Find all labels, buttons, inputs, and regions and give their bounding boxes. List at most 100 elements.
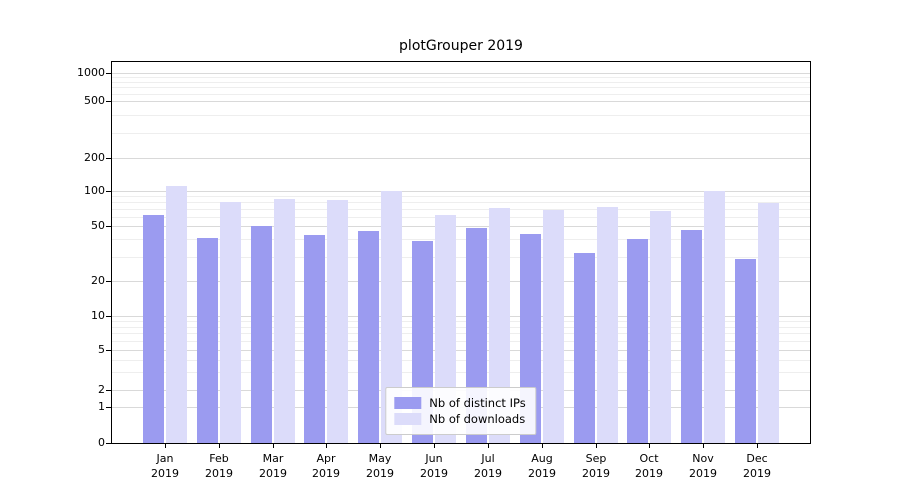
gridline <box>112 327 810 328</box>
y-tick-label: 5 <box>98 343 105 356</box>
y-tick-mark <box>106 73 111 74</box>
y-tick-label: 2 <box>98 383 105 396</box>
x-tick-mark <box>703 444 704 448</box>
y-tick-mark <box>106 390 111 391</box>
plot-area: Nb of distinct IPs Nb of downloads <box>111 61 811 444</box>
y-tick-mark <box>106 350 111 351</box>
bar-downloads <box>166 186 187 443</box>
bar-distinct-ips <box>681 230 702 443</box>
legend-swatch-downloads-icon <box>394 413 422 425</box>
gridline <box>112 202 810 203</box>
x-tick-mark <box>219 444 220 448</box>
x-tick-label: Sep 2019 <box>582 452 610 480</box>
gridline <box>112 82 810 83</box>
bar-downloads <box>597 207 618 443</box>
x-tick-label: Nov 2019 <box>689 452 717 480</box>
x-tick-label: Jan 2019 <box>151 452 179 480</box>
legend-label-downloads: Nb of downloads <box>429 412 526 426</box>
x-tick-mark <box>649 444 650 448</box>
y-tick-label: 20 <box>91 274 105 287</box>
gridline <box>112 158 810 159</box>
bar-downloads <box>489 208 510 443</box>
x-tick-label: May 2019 <box>366 452 394 480</box>
y-tick-mark <box>106 101 111 102</box>
y-tick-label: 10 <box>91 309 105 322</box>
x-tick-label: Mar 2019 <box>259 452 287 480</box>
y-tick-label: 100 <box>84 184 105 197</box>
gridline <box>112 209 810 210</box>
gridline <box>112 191 810 192</box>
gridline <box>112 226 810 227</box>
y-tick-label: 0 <box>98 436 105 449</box>
gridline <box>112 73 810 74</box>
y-tick-label: 1 <box>98 400 105 413</box>
bar-downloads <box>650 211 671 443</box>
legend-label-distinct-ips: Nb of distinct IPs <box>429 396 526 410</box>
x-tick-mark <box>273 444 274 448</box>
x-tick-mark <box>757 444 758 448</box>
bar-distinct-ips <box>251 226 272 443</box>
bar-downloads <box>274 199 295 443</box>
gridline <box>112 372 810 373</box>
legend-item-distinct-ips: Nb of distinct IPs <box>394 396 526 410</box>
bar-distinct-ips <box>735 259 756 443</box>
gridline <box>112 333 810 334</box>
bar-distinct-ips <box>627 239 648 443</box>
gridline <box>112 94 810 95</box>
gridline <box>112 257 810 258</box>
y-tick-mark <box>106 191 111 192</box>
gridline <box>112 115 810 116</box>
bar-downloads <box>704 191 725 443</box>
y-tick-mark <box>106 316 111 317</box>
x-tick-mark <box>326 444 327 448</box>
legend-swatch-distinct-ips-icon <box>394 397 422 409</box>
gridline <box>112 316 810 317</box>
x-tick-mark <box>542 444 543 448</box>
y-tick-label: 500 <box>84 94 105 107</box>
gridline <box>112 77 810 78</box>
y-tick-mark <box>106 407 111 408</box>
bar-downloads <box>327 200 348 443</box>
y-tick-label: 1000 <box>77 66 105 79</box>
gridline <box>112 239 810 240</box>
x-tick-mark <box>488 444 489 448</box>
gridline <box>112 360 810 361</box>
chart-title: plotGrouper 2019 <box>399 38 523 54</box>
bar-downloads <box>543 210 564 443</box>
x-tick-label: Dec 2019 <box>743 452 771 480</box>
y-tick-label: 50 <box>91 219 105 232</box>
gridline <box>112 101 810 102</box>
gridline <box>112 341 810 342</box>
y-tick-mark <box>106 281 111 282</box>
x-tick-label: Aug 2019 <box>528 452 556 480</box>
x-tick-mark <box>434 444 435 448</box>
bar-distinct-ips <box>304 235 325 443</box>
x-tick-mark <box>380 444 381 448</box>
x-tick-label: Feb 2019 <box>205 452 233 480</box>
bar-distinct-ips <box>574 253 595 443</box>
bar-distinct-ips <box>197 238 218 443</box>
y-tick-mark <box>106 226 111 227</box>
gridline <box>112 281 810 282</box>
gridline <box>112 87 810 88</box>
gridline <box>112 321 810 322</box>
gridline <box>112 196 810 197</box>
y-tick-label: 200 <box>84 151 105 164</box>
gridline <box>112 217 810 218</box>
legend-item-downloads: Nb of downloads <box>394 412 525 426</box>
x-tick-label: Oct 2019 <box>635 452 663 480</box>
gridline <box>112 350 810 351</box>
bar-distinct-ips <box>143 215 164 443</box>
gridline <box>112 133 810 134</box>
bar-downloads <box>220 202 241 443</box>
x-tick-label: Jul 2019 <box>474 452 502 480</box>
x-tick-mark <box>596 444 597 448</box>
bar-distinct-ips <box>358 231 379 443</box>
x-tick-label: Apr 2019 <box>312 452 340 480</box>
legend: Nb of distinct IPs Nb of downloads <box>385 387 537 435</box>
y-tick-mark <box>106 158 111 159</box>
bar-downloads <box>435 215 456 443</box>
bar-downloads <box>381 191 402 443</box>
x-tick-label: Jun 2019 <box>420 452 448 480</box>
